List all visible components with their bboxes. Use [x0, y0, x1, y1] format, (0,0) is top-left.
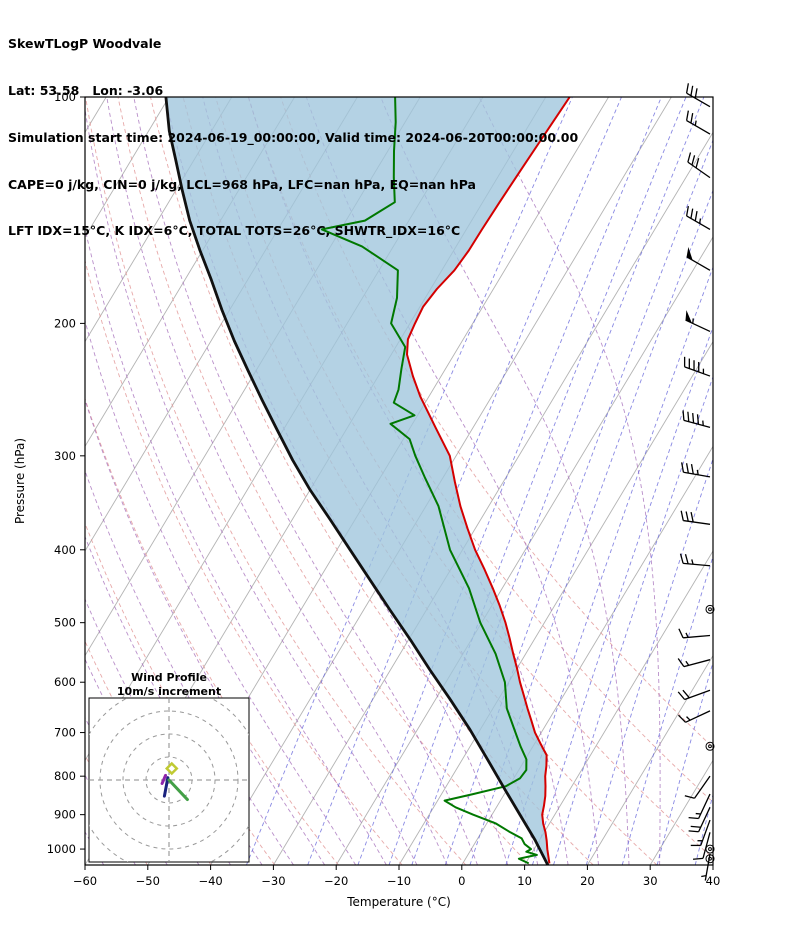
svg-text:−20: −20: [324, 874, 348, 888]
chart-title: SkewTLogP Woodvale: [8, 36, 162, 52]
svg-text:−40: −40: [198, 874, 222, 888]
location-line: Lat: 53.58 Lon: -3.06: [8, 82, 164, 98]
wind-barbs: [677, 83, 715, 881]
svg-text:10: 10: [517, 874, 532, 888]
svg-text:600: 600: [54, 675, 76, 689]
svg-text:1000: 1000: [47, 842, 76, 856]
svg-text:−60: −60: [73, 874, 97, 888]
axes: −60 −50 −40 −30 −20 −10 0 10 20 30 40 100 200 300 400 5…: [47, 90, 721, 888]
hodograph-title-line1: Wind Profile: [131, 671, 207, 684]
svg-text:700: 700: [54, 726, 76, 740]
profile-lines: [164, 97, 571, 865]
x-axis-label: Temperature (°C): [346, 895, 451, 909]
svg-text:−10: −10: [387, 874, 411, 888]
chart-root: −60 −50 −40 −30 −20 −10 0 10 20 30 40 100 200 300 400 5…: [47, 83, 721, 888]
svg-text:−50: −50: [136, 874, 160, 888]
svg-text:20: 20: [580, 874, 595, 888]
indices-line: LFT IDX=15°C, K IDX=6°C, TOTAL TOTS=26°C…: [8, 223, 461, 239]
svg-text:900: 900: [54, 808, 76, 822]
chart-header: SkewTLogP Woodvale Lat: 53.58 Lon: -3.06…: [8, 5, 578, 270]
svg-text:100: 100: [54, 90, 76, 104]
svg-text:0: 0: [458, 874, 465, 888]
svg-text:800: 800: [54, 769, 76, 783]
svg-text:400: 400: [54, 543, 76, 557]
shaded-area: [165, 97, 570, 865]
svg-text:−30: −30: [261, 874, 285, 888]
svg-text:300: 300: [54, 449, 76, 463]
y-axis-label: Pressure (hPa): [13, 438, 27, 524]
hodograph-inset: [88, 697, 250, 863]
cape-line: CAPE=0 j/kg, CIN=0 j/kg, LCL=968 hPa, LF…: [8, 176, 476, 192]
dewpoint-line: [320, 97, 538, 865]
time-line: Simulation start time: 2024-06-19_00:00:…: [8, 129, 579, 145]
svg-text:200: 200: [54, 316, 76, 330]
svg-text:30: 30: [643, 874, 658, 888]
parcel-reference-line: [164, 97, 550, 865]
svg-text:500: 500: [54, 616, 76, 630]
hodograph-title-line2: 10m/s increment: [117, 685, 221, 698]
svg-text:40: 40: [706, 874, 721, 888]
temperature-line: [406, 97, 571, 864]
